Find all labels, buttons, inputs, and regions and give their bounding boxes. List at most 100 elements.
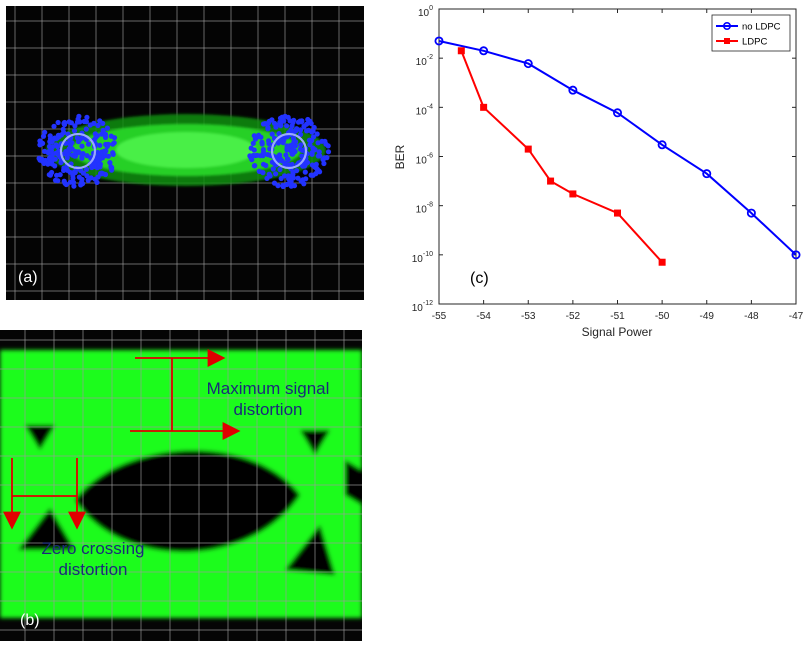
panel-label-c: (c) xyxy=(470,270,489,287)
y-tick-label: 10-12 xyxy=(412,300,433,314)
constellation-point xyxy=(94,154,100,160)
constellation-point xyxy=(298,118,304,124)
constellation-point xyxy=(278,119,284,125)
constellation-point xyxy=(55,132,62,138)
left-cluster-ring xyxy=(59,132,97,170)
ber-chart-panel: -55 -54 -53 -52 -51 -50 -49 -48 -47 10-12 10-10 10-… xyxy=(378,0,809,345)
constellation-point xyxy=(76,174,82,180)
constellation-point xyxy=(271,120,278,126)
eye-diagram-panel: Maximum signal distortion Zero crossing … xyxy=(0,330,362,641)
constellation-point xyxy=(250,152,256,159)
constellation-point xyxy=(294,168,300,174)
constellation-point xyxy=(84,153,90,159)
x-tick-label: -53 xyxy=(521,311,536,322)
constellation-point xyxy=(289,174,295,180)
constellation-point xyxy=(312,147,318,153)
chart-axes xyxy=(438,8,797,305)
y-tick-label: 10-4 xyxy=(416,103,433,117)
constellation-point xyxy=(309,129,315,135)
series-point xyxy=(434,36,444,46)
constellation-point xyxy=(284,143,290,149)
series-point xyxy=(480,103,488,111)
constellation-point xyxy=(42,129,48,135)
constellation-point xyxy=(70,175,76,181)
constellation-point xyxy=(297,131,304,138)
y-tick-label: 100 xyxy=(418,5,433,19)
annotation-arrows xyxy=(3,349,241,530)
constellation-point xyxy=(54,144,61,150)
x-tick-label: -48 xyxy=(744,311,759,322)
constellation-point xyxy=(279,114,285,120)
constellation-point xyxy=(304,159,311,166)
constellation-point xyxy=(40,133,47,139)
constellation-point xyxy=(108,164,114,170)
constellation-point xyxy=(314,131,320,137)
constellation-point xyxy=(102,148,108,154)
legend-label: LDPC xyxy=(742,37,767,48)
constellation-point xyxy=(49,169,55,176)
series-point xyxy=(658,258,666,266)
series-point xyxy=(612,108,622,118)
constellation-point xyxy=(297,127,304,133)
constellation-point xyxy=(67,142,74,148)
constellation-point xyxy=(304,128,310,134)
zero-crossing-line2: distortion xyxy=(58,560,128,579)
constellation-point xyxy=(81,118,87,125)
constellation-point xyxy=(76,150,82,156)
constellation-point xyxy=(103,153,109,159)
constellation-point xyxy=(278,175,284,182)
constellation-point xyxy=(92,131,98,137)
constellation-point xyxy=(284,147,290,153)
constellation-point xyxy=(303,176,309,182)
chart-series xyxy=(434,36,801,266)
constellation-point xyxy=(95,122,101,129)
constellation-point xyxy=(258,134,264,140)
max-distortion-line1: Maximum signal xyxy=(206,379,330,398)
zero-crossing-annotation: Zero crossing distortion xyxy=(28,538,158,580)
constellation-point xyxy=(87,122,93,128)
constellation-point xyxy=(52,156,58,162)
constellation-point xyxy=(273,124,279,130)
constellation-point xyxy=(85,141,92,147)
constellation-point xyxy=(55,152,62,158)
green-signal-cloud xyxy=(46,114,326,186)
constellation-point xyxy=(299,153,305,159)
constellation-point xyxy=(273,171,279,177)
y-tick-label: 10-10 xyxy=(412,251,433,265)
constellation-point xyxy=(277,166,283,173)
constellation-point xyxy=(322,138,328,144)
constellation-point xyxy=(46,143,53,150)
constellation-point xyxy=(283,152,289,158)
constellation-point xyxy=(79,143,85,149)
constellation-point xyxy=(80,151,86,157)
constellation-point xyxy=(308,172,314,178)
legend-marker xyxy=(724,38,730,44)
constellation-point xyxy=(39,156,45,162)
constellation-point xyxy=(102,131,109,137)
constellation-point xyxy=(110,141,116,147)
y-tick-label: 10-8 xyxy=(416,202,433,216)
constellation-point xyxy=(287,118,293,124)
constellation-point xyxy=(277,152,283,158)
constellation-point xyxy=(317,153,323,159)
constellation-point xyxy=(98,170,104,176)
constellation-point xyxy=(295,175,301,181)
constellation-point xyxy=(95,149,101,156)
chart-ticks: -55 -54 -53 -52 -51 -50 -49 -48 -47 10-12 10-10 10-… xyxy=(412,5,804,322)
constellation-point xyxy=(260,150,267,156)
constellation-point xyxy=(58,159,64,166)
constellation-point xyxy=(301,181,307,187)
x-tick-label: -47 xyxy=(789,311,804,322)
legend-label: no LDPC xyxy=(742,22,781,33)
constellation-point xyxy=(63,149,69,155)
constellation-point xyxy=(306,137,312,143)
series-point xyxy=(479,46,489,56)
panel-label-b: (b) xyxy=(20,612,40,629)
constellation-point xyxy=(71,128,78,134)
x-tick-label: -55 xyxy=(432,311,447,322)
constellation-point xyxy=(92,176,98,182)
constellation-point xyxy=(260,161,267,167)
plot-area-frame xyxy=(438,8,797,305)
constellation-point xyxy=(325,143,331,149)
constellation-point xyxy=(42,148,48,154)
